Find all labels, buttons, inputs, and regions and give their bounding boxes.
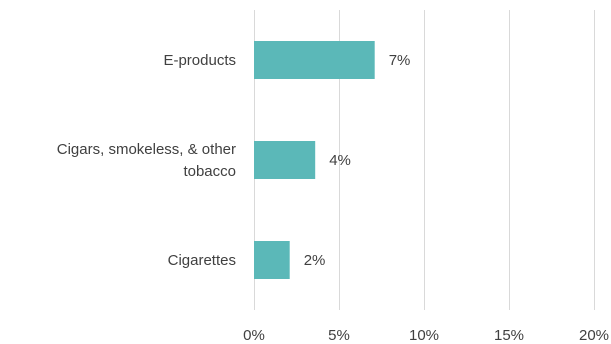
category-label: Cigarettes xyxy=(168,252,236,269)
x-tick-label: 15% xyxy=(494,327,524,344)
category-labels: E-products Cigars, smokeless, & other toba… xyxy=(57,52,236,269)
x-tick-label: 20% xyxy=(579,327,609,344)
bar xyxy=(254,41,375,79)
data-label: 2% xyxy=(304,252,326,269)
bars xyxy=(254,41,375,279)
category-label: Cigars, smokeless, & other tobacco xyxy=(57,141,236,180)
category-label: E-products xyxy=(163,52,236,69)
bar xyxy=(254,241,290,279)
x-tick-labels: 0% 5% 10% 15% 20% xyxy=(243,327,609,344)
x-tick-label: 5% xyxy=(328,327,350,344)
data-label: 4% xyxy=(329,152,351,169)
x-tick-label: 10% xyxy=(409,327,439,344)
x-tick-label: 0% xyxy=(243,327,265,344)
data-labels: 7% 4% 2% xyxy=(304,52,411,269)
bar xyxy=(254,141,316,179)
data-label: 7% xyxy=(389,52,411,69)
